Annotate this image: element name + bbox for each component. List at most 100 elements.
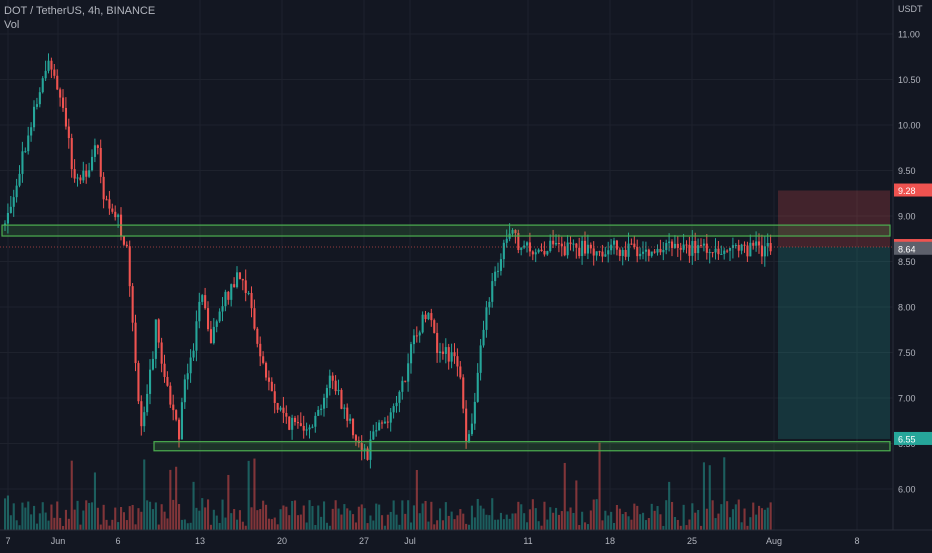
candle-body: [520, 247, 523, 250]
candle-body: [627, 243, 630, 257]
candle-body: [218, 311, 221, 322]
volume-bar: [93, 472, 96, 530]
volume-legend: Vol: [4, 19, 20, 31]
candle-body: [598, 251, 601, 253]
symbol-title[interactable]: DOT / TetherUS, 4h, BINANCE: [4, 5, 156, 17]
volume-bar: [462, 513, 465, 530]
candle-body: [47, 60, 50, 71]
volume-bar: [549, 507, 552, 530]
volume-bar: [621, 514, 624, 530]
volume-bar: [401, 500, 404, 530]
candle-body: [673, 243, 676, 248]
volume-bar: [215, 515, 218, 530]
candle-body: [317, 409, 320, 416]
volume-bar: [705, 508, 708, 530]
volume-bar: [615, 504, 618, 530]
candle-body: [482, 329, 485, 346]
candle-body: [688, 244, 691, 256]
candle-body: [111, 208, 114, 212]
volume-bar: [99, 524, 102, 530]
volume-bar: [38, 513, 41, 530]
candle-body: [578, 247, 581, 257]
candle-body: [149, 369, 152, 394]
horizontal-zones[interactable]: [1, 224, 891, 452]
candle-body: [233, 284, 236, 288]
volume-bar: [180, 519, 183, 530]
volume-bar: [502, 519, 505, 530]
candle-body: [514, 230, 517, 234]
candle-body: [265, 362, 268, 378]
volume-bar: [209, 524, 212, 530]
price-tick-label: 11.00: [898, 30, 920, 40]
candle-body: [468, 434, 471, 442]
candle-body: [131, 286, 134, 323]
candle-body: [134, 322, 137, 364]
volume-bar: [238, 510, 241, 530]
candle-body: [15, 185, 18, 198]
volume-bar: [4, 498, 7, 530]
volume-bar: [627, 516, 630, 530]
volume-bar: [76, 500, 79, 530]
volume-bar: [35, 523, 38, 530]
volume-bar: [424, 500, 427, 530]
candle-body: [729, 247, 732, 251]
volume-bar: [644, 520, 647, 530]
volume-bar: [381, 515, 384, 530]
candle-body: [59, 89, 62, 98]
volume-bar: [752, 502, 755, 530]
candle-body: [154, 319, 157, 359]
candle-body: [523, 245, 526, 248]
candle-body: [702, 243, 705, 246]
candle-body: [711, 252, 714, 254]
candle-body: [639, 253, 642, 257]
candle-body: [253, 308, 256, 329]
candle-body: [720, 253, 723, 255]
time-axis[interactable]: 7 Jun 6 13 20 27 Jul 11 18 25 Aug 8: [0, 529, 932, 546]
volume-bar: [88, 502, 91, 530]
volume-bar: [604, 510, 607, 530]
candle-body: [320, 408, 323, 410]
volume-bar: [308, 500, 311, 530]
price-axis[interactable]: USDT 11.00 10.50 10.00 9.50 9.00 8.50 8.00 7.50 7…: [892, 0, 932, 530]
stop-label: 9.28: [898, 186, 916, 196]
candle-body: [256, 328, 259, 344]
volume-bar: [183, 519, 186, 530]
candle-body: [381, 422, 384, 424]
volume-bar: [398, 524, 401, 530]
volume-bar: [369, 515, 372, 530]
short-position-tool[interactable]: [778, 190, 890, 439]
volume-bar: [366, 523, 369, 530]
candle-body: [586, 244, 589, 254]
volume-bar: [195, 507, 198, 530]
volume-bar: [302, 505, 305, 530]
candle-body: [267, 377, 270, 382]
candle-body: [682, 244, 685, 250]
volume-bar: [389, 511, 392, 530]
candle-body: [526, 242, 529, 246]
candle-body: [157, 319, 160, 343]
volume-bar: [146, 500, 149, 530]
volume-bar: [250, 507, 253, 530]
candle-body: [325, 388, 328, 398]
candle-body: [354, 435, 357, 441]
volume-bar: [613, 522, 616, 530]
candle-body: [488, 301, 491, 308]
volume-bar: [717, 513, 720, 530]
volume-bar: [340, 514, 343, 530]
candle-body: [140, 401, 143, 427]
candle-body: [398, 391, 401, 403]
candle-body: [215, 321, 218, 327]
candle-body: [334, 380, 337, 392]
candle-body: [33, 106, 36, 128]
candle-body: [305, 429, 308, 431]
volume-bar: [9, 515, 12, 530]
candle-body: [18, 173, 21, 186]
candle-body: [76, 177, 79, 179]
volume-bar: [122, 512, 125, 530]
candle-body: [12, 197, 15, 207]
volume-bar: [636, 505, 639, 530]
candle-body: [224, 291, 227, 307]
volume-bar: [105, 519, 108, 530]
